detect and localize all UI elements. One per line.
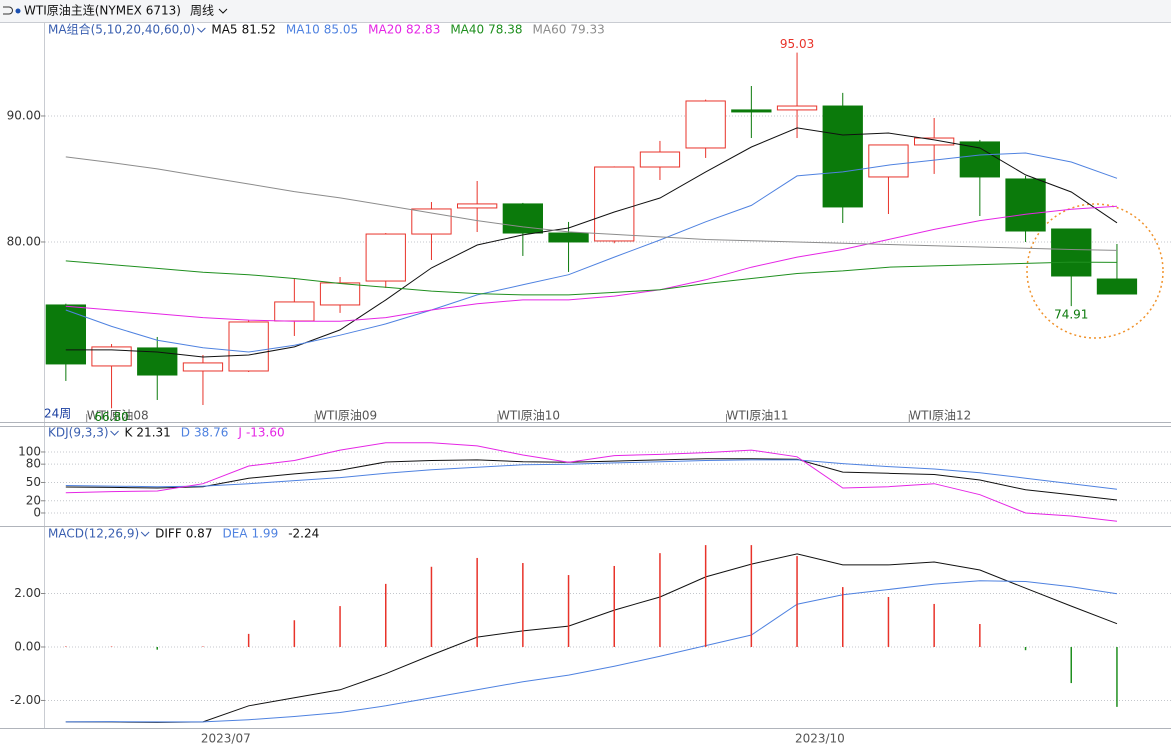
- legend-name: K: [125, 426, 134, 440]
- y-tick-label: 50: [26, 475, 41, 489]
- date-label: 2023/10: [795, 732, 845, 746]
- symbol-dot: [15, 8, 21, 14]
- period-label[interactable]: 周线: [190, 4, 214, 18]
- indicator-chevron: [197, 27, 206, 33]
- legend-value: 1.99: [251, 527, 278, 541]
- y-tick-label: 100: [18, 444, 41, 458]
- indicator-line: [65, 156, 1118, 251]
- legend-value: 38.76: [194, 426, 228, 440]
- legend-name: MA40: [450, 23, 484, 37]
- indicator-line: [65, 580, 1118, 723]
- legend-value: -2.24: [288, 527, 319, 541]
- legend-name: MA5: [211, 23, 237, 37]
- candle-body: [731, 109, 772, 113]
- indicator-line: [65, 553, 1118, 723]
- y-tick-label: 20: [26, 493, 41, 507]
- candle-body: [1051, 228, 1092, 277]
- candle-body: [868, 144, 909, 178]
- legend-name: D: [181, 426, 190, 440]
- legend-name: MA20: [368, 23, 402, 37]
- header-bar: [0, 0, 1171, 22]
- candle-body: [685, 100, 726, 149]
- highlight-circle: [1026, 203, 1164, 339]
- candle-body: [45, 304, 87, 365]
- legend-value: 0.87: [186, 527, 213, 541]
- legend-name: MA60: [533, 23, 567, 37]
- candle-body: [1096, 278, 1138, 295]
- indicator-chevron: [110, 430, 119, 436]
- x-tick-label: WTI原油08: [87, 409, 149, 423]
- indicator-line: [65, 205, 1118, 322]
- candle-body: [319, 282, 361, 306]
- candle-body: [365, 233, 406, 282]
- x-tick-label: WTI原油10: [498, 409, 560, 423]
- period-chevron[interactable]: [218, 8, 228, 14]
- legend-value: 82.83: [406, 23, 440, 37]
- candle-body: [1005, 178, 1046, 232]
- y-tick-label: -2.00: [10, 693, 41, 707]
- candle-body: [548, 232, 589, 243]
- candle-body: [228, 321, 269, 372]
- y-tick-label: 0.00: [14, 639, 41, 653]
- candle-body: [776, 105, 818, 111]
- y-tick-label: 90.00: [7, 108, 41, 122]
- date-label: 2023/07: [201, 732, 251, 746]
- candle-body: [959, 141, 1001, 178]
- indicator-chevron: [140, 531, 150, 537]
- legend-value: -13.60: [246, 426, 285, 440]
- indicator-label: MA组合(5,10,20,40,60,0): [48, 22, 195, 37]
- indicator-line: [65, 459, 1118, 490]
- price-annotation: 74.91: [1054, 308, 1088, 322]
- indicator-line: [65, 152, 1118, 353]
- candle-body: [594, 166, 635, 242]
- symbol-name[interactable]: WTI原油主连(NYMEX 6713): [24, 3, 181, 18]
- legend-name: J: [237, 426, 242, 440]
- indicator-label: MACD(12,26,9): [48, 527, 139, 541]
- legend-value: 21.31: [136, 426, 170, 440]
- legend-name: MA10: [286, 23, 320, 37]
- legend-value: 79.33: [570, 23, 604, 37]
- legend-value: 85.05: [324, 23, 358, 37]
- legend-value: 81.52: [242, 23, 276, 37]
- x-tick-label: WTI原油09: [315, 409, 377, 423]
- legend-value: 78.38: [488, 23, 522, 37]
- candle-body: [822, 105, 863, 208]
- legend-name: DIFF: [155, 527, 182, 541]
- indicator-line: [65, 260, 1118, 296]
- candle-body: [91, 346, 132, 367]
- candle-body: [913, 137, 955, 146]
- period-count: 24周: [44, 407, 71, 421]
- y-tick-label: 80.00: [7, 234, 41, 248]
- x-tick-label: WTI原油12: [909, 409, 971, 423]
- back-icon[interactable]: [3, 6, 13, 15]
- legend-name: DEA: [222, 527, 248, 541]
- indicator-line: [65, 442, 1118, 522]
- indicator-label: KDJ(9,3,3): [48, 426, 109, 440]
- indicator-line: [65, 127, 1118, 358]
- y-tick-label: 2.00: [14, 586, 41, 600]
- candle-body: [182, 362, 224, 372]
- y-tick-label: 80: [26, 457, 41, 471]
- candle-body: [456, 203, 498, 209]
- candle-body: [639, 151, 681, 168]
- indicator-line: [65, 458, 1118, 501]
- x-tick-label: WTI原油11: [727, 409, 789, 423]
- price-annotation: 95.03: [780, 37, 814, 51]
- price-annotation: 66.80: [94, 410, 128, 424]
- candle-body: [274, 301, 315, 322]
- y-tick-label: 0: [33, 505, 41, 519]
